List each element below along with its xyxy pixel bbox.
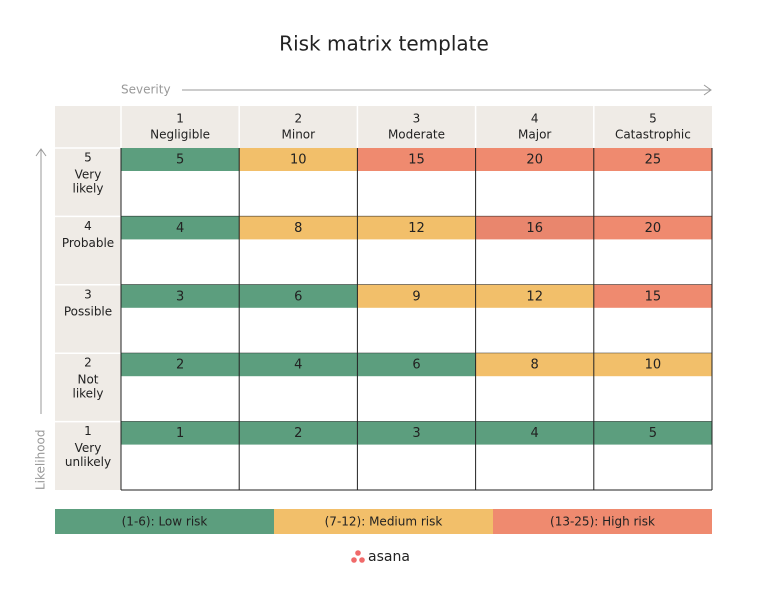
column-number: 2 — [294, 112, 302, 126]
cell-value: 6 — [412, 358, 420, 373]
row-label: unlikely — [65, 455, 111, 469]
cell-band — [357, 148, 476, 171]
cell-value: 12 — [526, 289, 543, 304]
cell-band — [475, 421, 594, 445]
row-label: Probable — [62, 236, 114, 250]
legend-swatch — [274, 509, 493, 534]
row-label: likely — [72, 182, 103, 196]
severity-label: Severity — [121, 83, 171, 97]
cell-value: 10 — [645, 358, 662, 373]
cell-band — [357, 284, 476, 308]
row-number: 4 — [84, 219, 92, 233]
cell-value: 8 — [294, 221, 302, 236]
cell-value: 4 — [176, 221, 184, 236]
cell-band — [239, 421, 358, 445]
cell-band — [239, 353, 358, 377]
cell-value: 6 — [294, 289, 302, 304]
cell-value: 5 — [649, 426, 657, 441]
cell-band — [121, 148, 240, 171]
row-number: 3 — [84, 287, 92, 301]
likelihood-arrowhead — [35, 148, 47, 157]
cell-value: 3 — [412, 426, 420, 441]
column-number: 4 — [531, 112, 539, 126]
column-number: 3 — [413, 112, 421, 126]
logo-dot — [359, 557, 365, 563]
legend-label: (1-6): Low risk — [122, 515, 208, 529]
cell-band — [357, 353, 476, 377]
cell-value: 8 — [531, 358, 539, 373]
cell-band — [593, 284, 712, 308]
cell-value: 25 — [645, 153, 662, 168]
cell-value: 4 — [531, 426, 539, 441]
legend-label: (13-25): High risk — [550, 515, 655, 529]
column-label: Minor — [282, 128, 316, 142]
logo-dot — [355, 550, 361, 556]
cell-band — [593, 148, 712, 171]
cell-band — [357, 216, 476, 240]
column-label: Catastrophic — [615, 128, 691, 142]
cell-band — [475, 284, 594, 308]
legend-label: (7-12): Medium risk — [325, 515, 443, 529]
legend-swatch — [55, 509, 274, 534]
row-label: Possible — [64, 304, 112, 318]
cell-band — [239, 148, 358, 171]
row-number: 1 — [84, 424, 92, 438]
cell-value: 15 — [645, 289, 662, 304]
legend-swatch — [493, 509, 712, 534]
column-label: Negligible — [150, 128, 210, 142]
row-label: likely — [72, 387, 103, 401]
logo-dot — [351, 557, 357, 563]
cell-band — [593, 216, 712, 240]
column-label: Major — [518, 128, 551, 142]
cell-band — [239, 216, 358, 240]
cell-band — [475, 353, 594, 377]
row-number: 2 — [84, 356, 92, 370]
cell-value: 4 — [294, 358, 302, 373]
logo-text: asana — [368, 549, 410, 565]
column-label: Moderate — [388, 128, 445, 142]
cell-value: 2 — [294, 426, 302, 441]
likelihood-label: Likelihood — [34, 430, 48, 491]
cell-value: 12 — [408, 221, 425, 236]
cell-value: 9 — [412, 289, 420, 304]
cell-value: 2 — [176, 358, 184, 373]
cell-band — [239, 284, 358, 308]
cell-band — [121, 216, 240, 240]
logo: asana — [351, 549, 410, 565]
column-number: 5 — [649, 112, 657, 126]
cell-value: 15 — [408, 153, 425, 168]
row-label: Very — [75, 168, 102, 182]
cell-value: 20 — [526, 153, 543, 168]
cell-band — [357, 421, 476, 445]
cell-value: 3 — [176, 289, 184, 304]
cell-value: 10 — [290, 153, 307, 168]
cell-band — [121, 353, 240, 377]
title: Risk matrix template — [279, 32, 489, 56]
row-label: Not — [77, 373, 98, 387]
header-bg — [55, 106, 712, 148]
severity-arrowhead — [703, 84, 712, 96]
cell-band — [121, 284, 240, 308]
cell-band — [121, 421, 240, 445]
cell-value: 1 — [176, 426, 184, 441]
cell-band — [593, 421, 712, 445]
row-label-bg — [55, 106, 121, 490]
cell-band — [475, 216, 594, 240]
cell-band — [593, 353, 712, 377]
cell-value: 5 — [176, 153, 184, 168]
row-label: Very — [75, 441, 102, 455]
cell-value: 20 — [645, 221, 662, 236]
column-number: 1 — [176, 112, 184, 126]
cell-value: 16 — [526, 221, 543, 236]
row-number: 5 — [84, 151, 92, 165]
cell-band — [475, 148, 594, 171]
